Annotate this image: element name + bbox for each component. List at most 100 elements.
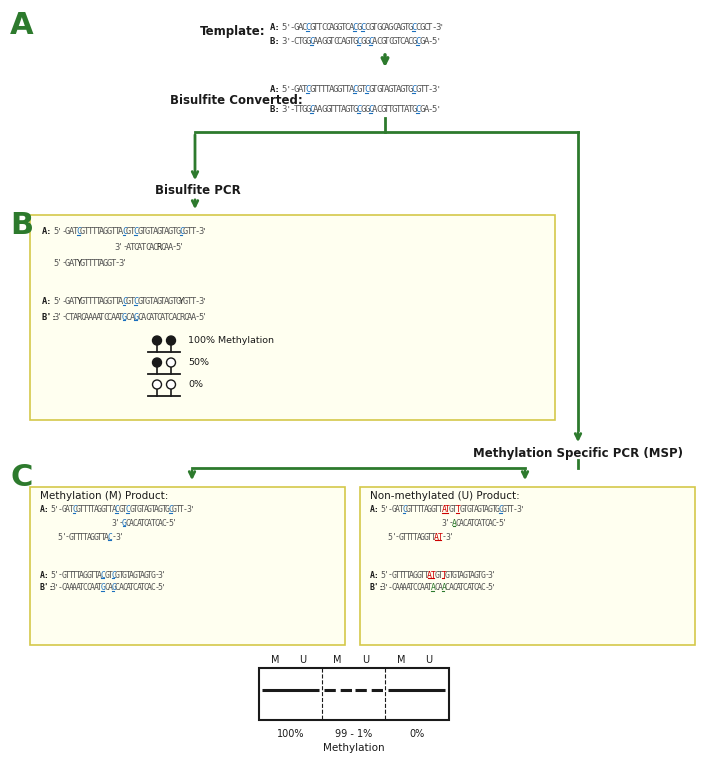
- Text: A: A: [484, 505, 489, 515]
- Text: C: C: [364, 23, 370, 33]
- Text: -: -: [290, 85, 295, 95]
- Text: -: -: [58, 505, 62, 515]
- Text: T: T: [434, 505, 439, 515]
- Text: A: A: [191, 312, 196, 322]
- Text: A: A: [111, 505, 116, 515]
- Text: G: G: [301, 105, 307, 115]
- Text: G: G: [434, 570, 439, 580]
- Text: Bisulfite PCR: Bisulfite PCR: [155, 184, 241, 197]
- Text: -: -: [395, 533, 400, 541]
- Text: A: A: [172, 312, 177, 322]
- Text: B':: B':: [370, 583, 384, 593]
- Text: A: A: [136, 583, 141, 593]
- Circle shape: [167, 358, 176, 367]
- Text: 5: 5: [51, 570, 55, 580]
- Text: T: T: [406, 570, 411, 580]
- Text: C: C: [415, 37, 421, 47]
- Text: A: A: [72, 312, 78, 322]
- Text: C: C: [125, 505, 130, 515]
- Text: G: G: [101, 583, 106, 593]
- Text: T: T: [72, 570, 77, 580]
- Text: T: T: [141, 298, 146, 306]
- Text: T: T: [470, 519, 475, 527]
- Text: G: G: [325, 37, 330, 47]
- Text: T: T: [130, 298, 135, 306]
- Text: A: A: [298, 85, 303, 95]
- Text: G: G: [337, 85, 342, 95]
- Text: 5: 5: [388, 533, 393, 541]
- Text: A: A: [125, 583, 130, 593]
- Text: A: A: [99, 298, 104, 306]
- Text: C: C: [415, 23, 421, 33]
- Text: T: T: [416, 505, 421, 515]
- Text: T: T: [403, 85, 409, 95]
- Text: C: C: [463, 519, 468, 527]
- Text: G: G: [301, 37, 307, 47]
- Text: G: G: [411, 105, 417, 115]
- Text: A: A: [329, 23, 335, 33]
- Text: T: T: [150, 519, 155, 527]
- Text: T: T: [408, 105, 413, 115]
- Text: 5: 5: [158, 583, 162, 593]
- Text: Y: Y: [77, 298, 82, 306]
- Text: T: T: [481, 519, 486, 527]
- Text: A: A: [126, 242, 131, 251]
- Text: G: G: [183, 298, 189, 306]
- Text: G: G: [65, 227, 70, 237]
- Text: T: T: [402, 533, 407, 541]
- Text: G: G: [80, 227, 85, 237]
- Text: G: G: [380, 37, 386, 47]
- Text: A: A: [76, 583, 81, 593]
- Text: C: C: [294, 37, 299, 47]
- Text: A: A: [160, 312, 165, 322]
- Text: C: C: [125, 519, 130, 527]
- Text: T: T: [430, 570, 435, 580]
- Text: ': ': [55, 505, 59, 515]
- Text: 5: 5: [169, 519, 174, 527]
- Text: T: T: [428, 23, 432, 33]
- Text: Methylation Specific PCR (MSP): Methylation Specific PCR (MSP): [473, 447, 683, 459]
- Text: C: C: [179, 227, 184, 237]
- Text: T: T: [398, 505, 403, 515]
- Text: C: C: [380, 23, 386, 33]
- Circle shape: [152, 380, 162, 389]
- Text: T: T: [317, 85, 323, 95]
- Text: T: T: [91, 259, 97, 268]
- Text: A:: A:: [370, 570, 380, 580]
- Bar: [30, 215, 555, 420]
- Text: T: T: [333, 105, 338, 115]
- Text: T: T: [69, 312, 74, 322]
- Text: T: T: [321, 85, 327, 95]
- Text: C: C: [391, 583, 396, 593]
- Text: 3: 3: [281, 105, 287, 115]
- Text: A: A: [129, 519, 134, 527]
- Text: T: T: [118, 312, 123, 322]
- Text: A: A: [477, 519, 482, 527]
- Text: T: T: [467, 570, 471, 580]
- Text: C: C: [376, 37, 381, 47]
- Text: G: G: [138, 298, 143, 306]
- Text: 5: 5: [199, 312, 203, 322]
- Text: -: -: [449, 519, 453, 527]
- Text: G: G: [76, 505, 81, 515]
- Text: 3: 3: [53, 312, 59, 322]
- Text: C: C: [133, 298, 139, 306]
- Text: -: -: [61, 259, 67, 268]
- Text: 99 - 1%: 99 - 1%: [335, 729, 372, 739]
- Text: G: G: [107, 259, 112, 268]
- Text: U: U: [299, 655, 307, 665]
- Text: G: G: [309, 85, 315, 95]
- Text: T: T: [172, 227, 177, 237]
- Text: A: A: [395, 583, 400, 593]
- Text: 5: 5: [381, 505, 386, 515]
- Text: 0%: 0%: [188, 380, 203, 389]
- Text: -: -: [61, 312, 67, 322]
- Text: C: C: [101, 570, 106, 580]
- Text: T: T: [481, 505, 486, 515]
- Text: T: T: [111, 298, 116, 306]
- Text: C: C: [368, 37, 374, 47]
- Text: C: C: [337, 37, 342, 47]
- Text: T: T: [83, 533, 88, 541]
- Text: A: A: [430, 583, 435, 593]
- Text: 5: 5: [498, 519, 503, 527]
